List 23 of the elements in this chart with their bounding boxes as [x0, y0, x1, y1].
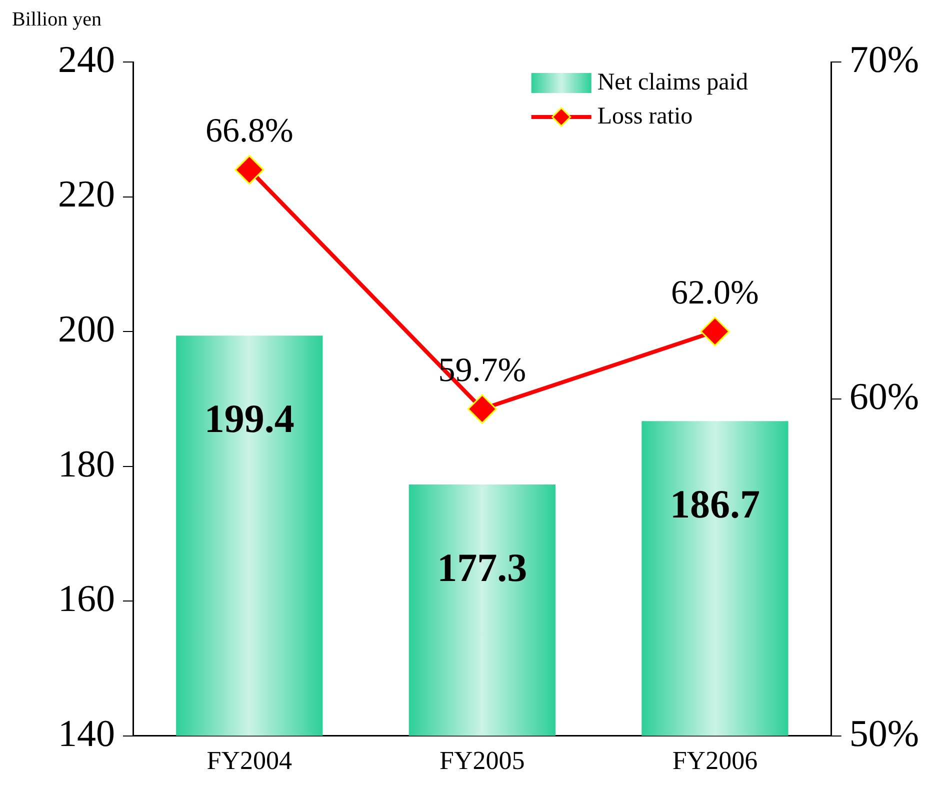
- y2-tick-label: 70%: [849, 38, 919, 81]
- legend-label: Net claims paid: [597, 69, 748, 96]
- x-tick-label: FY2004: [206, 746, 292, 776]
- y-axis-title: Billion yen: [12, 8, 102, 30]
- data-label: 66.8%: [205, 112, 294, 150]
- data-label: 62.0%: [671, 274, 759, 312]
- y-tick-label: 180: [58, 443, 115, 486]
- data-label: 177.3: [437, 544, 528, 590]
- point: [700, 316, 730, 346]
- y-tick-label: 160: [58, 578, 115, 620]
- data-label: 186.7: [670, 481, 760, 526]
- y-tick-label: 240: [58, 38, 115, 81]
- data-label: 199.4: [204, 396, 294, 441]
- x-tick-label: FY2005: [440, 746, 525, 776]
- y2-tick-label: 60%: [849, 376, 919, 418]
- x-tick-label: FY2006: [672, 746, 758, 776]
- y2-tick-label: 50%: [849, 712, 919, 755]
- y-tick-label: 140: [58, 712, 115, 755]
- point: [467, 394, 497, 424]
- y-tick-label: 220: [58, 174, 115, 216]
- point: [234, 155, 264, 185]
- y-tick-label: 200: [58, 308, 115, 351]
- legend-label: Loss ratio: [597, 103, 693, 130]
